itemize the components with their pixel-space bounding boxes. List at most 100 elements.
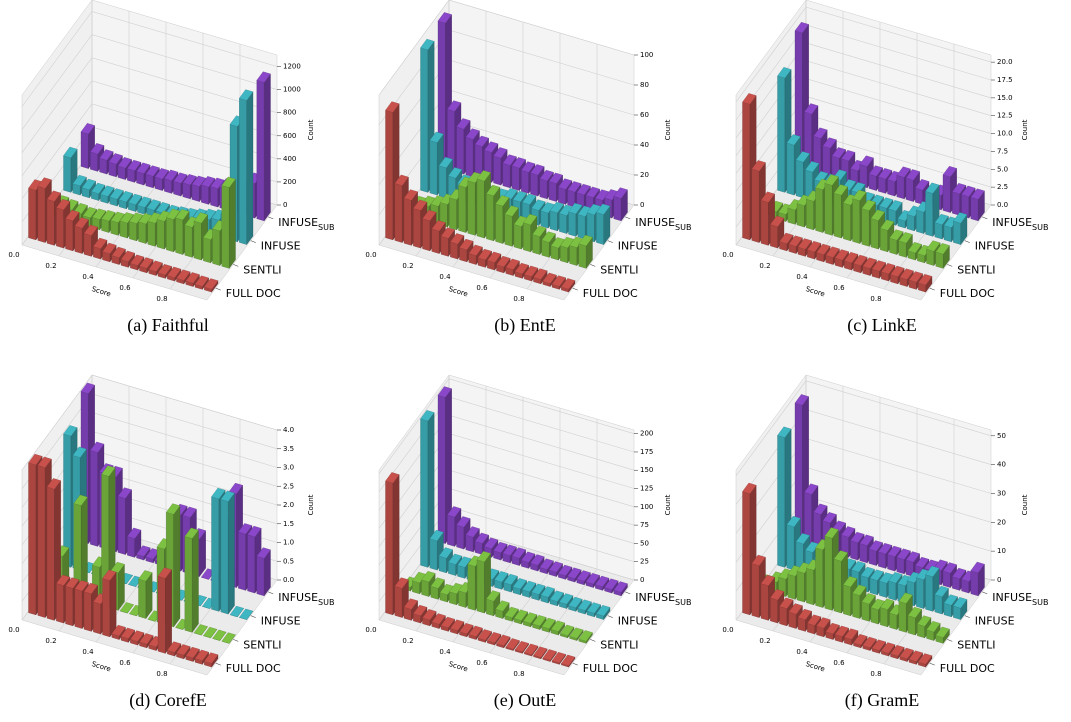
bar-top bbox=[880, 598, 895, 610]
bar-top bbox=[420, 410, 435, 422]
bar-top bbox=[816, 243, 831, 255]
bar-top bbox=[915, 179, 930, 191]
bar bbox=[204, 652, 219, 668]
x-tick-label: 0.2 bbox=[402, 262, 413, 270]
bar-top bbox=[72, 446, 87, 458]
series-name: FULL DOC bbox=[226, 287, 281, 300]
bar-front bbox=[523, 222, 531, 253]
bar-top bbox=[256, 547, 271, 559]
bar bbox=[421, 571, 436, 598]
bar bbox=[430, 577, 445, 600]
z-tick-label: 175 bbox=[640, 448, 653, 456]
bar bbox=[551, 275, 566, 290]
bar-top bbox=[878, 543, 893, 555]
bar-front bbox=[110, 220, 119, 236]
bar-front bbox=[751, 563, 760, 618]
bar-top bbox=[850, 531, 865, 543]
bar-top bbox=[185, 646, 200, 659]
bar bbox=[890, 265, 905, 285]
bar-top bbox=[813, 503, 828, 515]
bar-top bbox=[576, 183, 591, 196]
x-tick-label: 0.2 bbox=[759, 637, 770, 645]
bar-front bbox=[953, 605, 961, 620]
bar-top bbox=[514, 641, 529, 653]
x-axis-label: Score bbox=[805, 660, 826, 673]
bar-front bbox=[926, 248, 935, 266]
bar-top bbox=[953, 212, 968, 224]
bar-top bbox=[807, 241, 822, 253]
bar bbox=[523, 612, 538, 628]
series-label: INFUSESUB bbox=[635, 591, 691, 607]
bar bbox=[559, 593, 574, 610]
bar-top bbox=[878, 168, 893, 180]
bar-top bbox=[138, 570, 153, 582]
bar-front bbox=[212, 228, 221, 266]
bar-top bbox=[239, 89, 254, 101]
bar-top bbox=[540, 586, 555, 598]
series-name: FULL DOC bbox=[940, 287, 995, 300]
bar-top bbox=[484, 537, 499, 549]
chart-panel: 0.0 2.5 5.0 7.5 10.0 12.5 15.0 17.5 20.0 0.0 0.2 0.… bbox=[722, 0, 1048, 336]
bar-front bbox=[788, 611, 797, 629]
series-tick bbox=[268, 591, 274, 595]
bar-top bbox=[130, 254, 145, 266]
bar-top bbox=[102, 242, 117, 254]
bar bbox=[613, 187, 628, 222]
caption: (b) EntE bbox=[494, 315, 555, 336]
bar bbox=[807, 241, 822, 260]
series-name: FULL DOC bbox=[940, 662, 995, 675]
series-label: SENTLI bbox=[243, 263, 281, 276]
bar-top bbox=[456, 516, 471, 528]
z-tick-label: 3.0 bbox=[283, 464, 294, 472]
bar bbox=[862, 636, 877, 652]
bar-top bbox=[905, 169, 920, 181]
bar-top bbox=[385, 472, 400, 484]
bar bbox=[130, 630, 145, 646]
series-tick bbox=[572, 662, 578, 666]
series-name-sub: SUB bbox=[1032, 222, 1048, 231]
bar-top bbox=[429, 529, 444, 542]
bar-top bbox=[450, 619, 465, 631]
bar-top bbox=[908, 650, 923, 662]
bar-front bbox=[129, 221, 137, 242]
bar bbox=[576, 570, 591, 586]
series-tick bbox=[250, 615, 256, 618]
bar bbox=[139, 257, 154, 274]
bar-top bbox=[871, 639, 886, 651]
series-label: INFUSE bbox=[975, 615, 1015, 628]
z-axis-label: Count bbox=[307, 494, 315, 515]
bar-front bbox=[385, 109, 394, 241]
bar bbox=[569, 627, 584, 642]
bar-top bbox=[795, 151, 810, 163]
bar-front bbox=[786, 142, 795, 196]
bar-front bbox=[83, 233, 92, 257]
bar-front bbox=[173, 180, 182, 197]
bar bbox=[148, 260, 163, 277]
bar bbox=[102, 242, 117, 263]
bar bbox=[578, 234, 593, 269]
bar-front bbox=[925, 191, 934, 237]
bar-front bbox=[540, 210, 549, 229]
bar bbox=[487, 632, 502, 646]
bar-front bbox=[247, 534, 256, 594]
bar-top bbox=[567, 567, 582, 579]
caption: (c) LinkE bbox=[847, 315, 916, 336]
bar bbox=[953, 597, 968, 621]
bar-top bbox=[108, 153, 123, 165]
bar-top bbox=[247, 525, 262, 538]
bar-front bbox=[56, 583, 64, 624]
bar-top bbox=[852, 584, 867, 596]
bar-top bbox=[120, 250, 135, 262]
bar-top bbox=[477, 248, 492, 261]
bar-front bbox=[458, 185, 467, 233]
bar-front bbox=[28, 187, 37, 241]
bar-front bbox=[164, 178, 172, 194]
series-name-sub: SUB bbox=[318, 222, 334, 231]
bar-top bbox=[176, 269, 191, 281]
bar-front bbox=[943, 602, 952, 618]
bar-top bbox=[448, 553, 463, 565]
bar-top bbox=[551, 275, 566, 287]
z-tick-label: 50 bbox=[640, 539, 649, 547]
bar bbox=[496, 634, 511, 649]
bar-front bbox=[787, 573, 796, 600]
